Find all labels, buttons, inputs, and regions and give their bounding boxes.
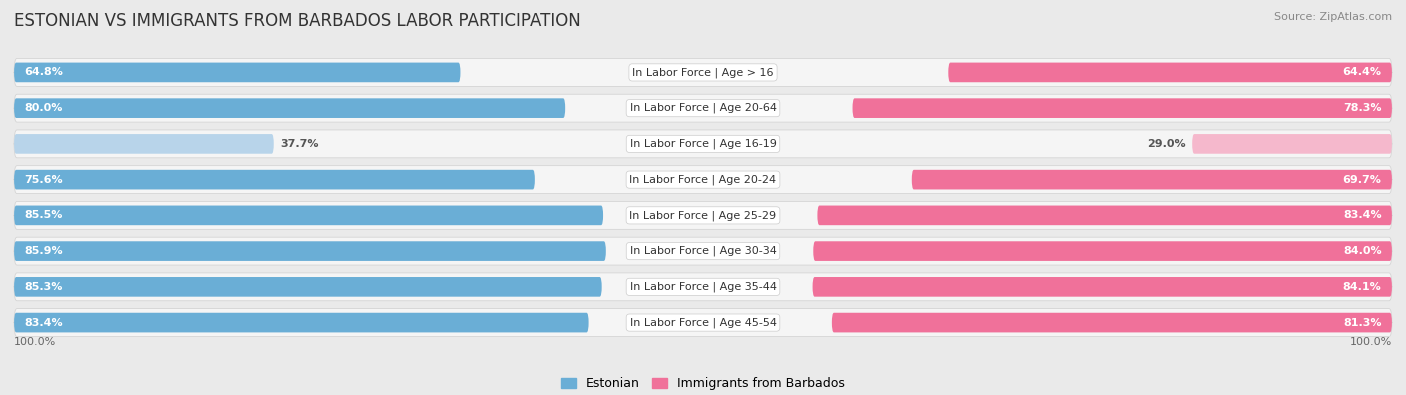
FancyBboxPatch shape xyxy=(14,94,1392,122)
FancyBboxPatch shape xyxy=(14,62,461,82)
Text: 37.7%: 37.7% xyxy=(281,139,319,149)
Text: 84.1%: 84.1% xyxy=(1343,282,1382,292)
Text: 84.0%: 84.0% xyxy=(1343,246,1382,256)
Text: ESTONIAN VS IMMIGRANTS FROM BARBADOS LABOR PARTICIPATION: ESTONIAN VS IMMIGRANTS FROM BARBADOS LAB… xyxy=(14,12,581,30)
Legend: Estonian, Immigrants from Barbados: Estonian, Immigrants from Barbados xyxy=(555,372,851,395)
Text: 85.5%: 85.5% xyxy=(24,211,63,220)
FancyBboxPatch shape xyxy=(14,130,1392,158)
Text: 69.7%: 69.7% xyxy=(1343,175,1382,184)
Text: 64.4%: 64.4% xyxy=(1343,68,1382,77)
Text: In Labor Force | Age > 16: In Labor Force | Age > 16 xyxy=(633,67,773,78)
Text: 100.0%: 100.0% xyxy=(1350,337,1392,347)
FancyBboxPatch shape xyxy=(14,313,589,333)
Text: 83.4%: 83.4% xyxy=(1343,211,1382,220)
FancyBboxPatch shape xyxy=(14,170,534,190)
Text: 64.8%: 64.8% xyxy=(24,68,63,77)
FancyBboxPatch shape xyxy=(14,166,1392,194)
Text: 81.3%: 81.3% xyxy=(1343,318,1382,327)
Text: 100.0%: 100.0% xyxy=(14,337,56,347)
Text: In Labor Force | Age 25-29: In Labor Force | Age 25-29 xyxy=(630,210,776,221)
Text: In Labor Force | Age 20-24: In Labor Force | Age 20-24 xyxy=(630,174,776,185)
Text: 29.0%: 29.0% xyxy=(1147,139,1185,149)
FancyBboxPatch shape xyxy=(14,277,602,297)
FancyBboxPatch shape xyxy=(813,277,1392,297)
Text: 75.6%: 75.6% xyxy=(24,175,63,184)
FancyBboxPatch shape xyxy=(813,241,1392,261)
FancyBboxPatch shape xyxy=(14,273,1392,301)
FancyBboxPatch shape xyxy=(14,308,1392,337)
FancyBboxPatch shape xyxy=(14,201,1392,229)
Text: 83.4%: 83.4% xyxy=(24,318,63,327)
Text: In Labor Force | Age 35-44: In Labor Force | Age 35-44 xyxy=(630,282,776,292)
Text: 85.3%: 85.3% xyxy=(24,282,63,292)
Text: In Labor Force | Age 45-54: In Labor Force | Age 45-54 xyxy=(630,317,776,328)
FancyBboxPatch shape xyxy=(911,170,1392,190)
Text: 78.3%: 78.3% xyxy=(1343,103,1382,113)
FancyBboxPatch shape xyxy=(14,98,565,118)
Text: In Labor Force | Age 30-34: In Labor Force | Age 30-34 xyxy=(630,246,776,256)
FancyBboxPatch shape xyxy=(14,237,1392,265)
FancyBboxPatch shape xyxy=(14,241,606,261)
FancyBboxPatch shape xyxy=(832,313,1392,333)
Text: 80.0%: 80.0% xyxy=(24,103,63,113)
FancyBboxPatch shape xyxy=(852,98,1392,118)
Text: Source: ZipAtlas.com: Source: ZipAtlas.com xyxy=(1274,12,1392,22)
FancyBboxPatch shape xyxy=(1192,134,1392,154)
FancyBboxPatch shape xyxy=(948,62,1392,82)
FancyBboxPatch shape xyxy=(817,205,1392,225)
FancyBboxPatch shape xyxy=(14,58,1392,87)
Text: In Labor Force | Age 20-64: In Labor Force | Age 20-64 xyxy=(630,103,776,113)
FancyBboxPatch shape xyxy=(14,205,603,225)
Text: In Labor Force | Age 16-19: In Labor Force | Age 16-19 xyxy=(630,139,776,149)
FancyBboxPatch shape xyxy=(14,134,274,154)
Text: 85.9%: 85.9% xyxy=(24,246,63,256)
